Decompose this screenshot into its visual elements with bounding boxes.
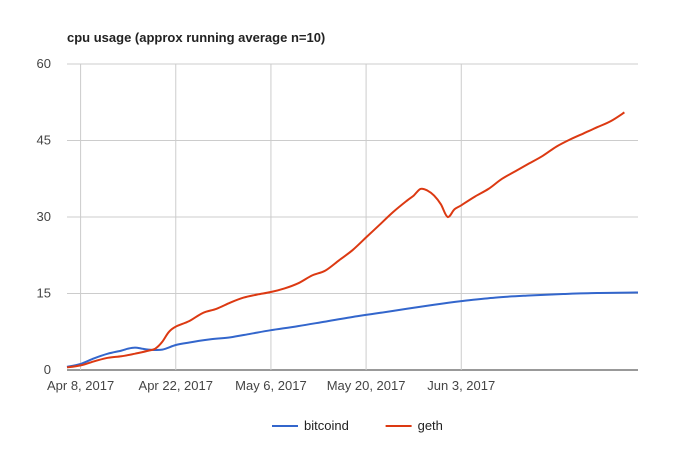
legend: bitcoind geth: [272, 418, 443, 433]
grid: [67, 63, 638, 371]
series-line-geth: [66, 111, 625, 369]
y-tick-label: 60: [37, 56, 51, 71]
x-tick-label: Jun 3, 2017: [427, 378, 495, 393]
chart-title: cpu usage (approx running average n=10): [67, 30, 325, 45]
x-tick-label: Apr 22, 2017: [139, 378, 213, 393]
y-tick-label: 30: [37, 209, 51, 224]
x-tick-label: Apr 8, 2017: [47, 378, 114, 393]
y-tick-label: 0: [44, 362, 51, 377]
y-tick-label: 15: [37, 286, 51, 301]
x-tick-label: May 6, 2017: [235, 378, 307, 393]
axis-ticks: 0 15 30 45 60 Apr 8, 2017 Apr 22, 2017 May 6, 2…: [37, 56, 496, 393]
legend-label-geth: geth: [418, 418, 443, 433]
plot-area: [66, 111, 639, 369]
y-tick-label: 45: [37, 133, 51, 148]
x-tick-label: May 20, 2017: [327, 378, 406, 393]
legend-label-bitcoind: bitcoind: [304, 418, 349, 433]
series-line-bitcoind: [66, 291, 639, 368]
